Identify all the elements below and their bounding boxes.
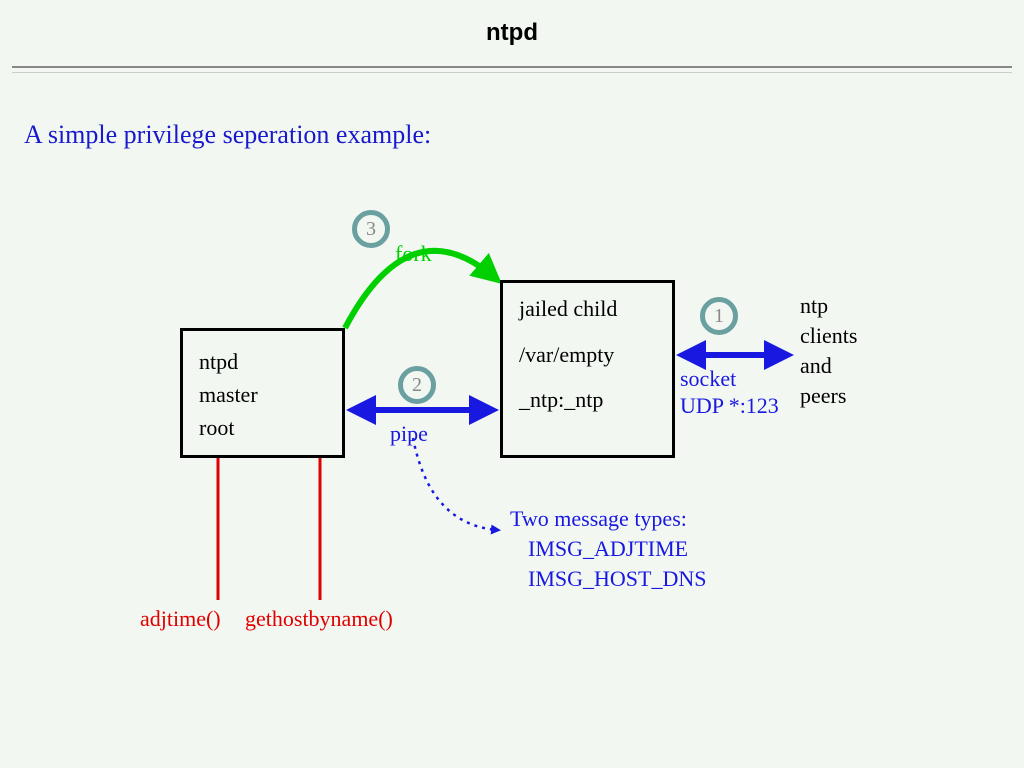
diagram: ntpd master root jailed child /var/empty… bbox=[0, 180, 1024, 680]
child-line1: jailed child bbox=[519, 295, 656, 323]
child-line2: /var/empty bbox=[519, 341, 656, 369]
badge-3: 3 bbox=[352, 210, 390, 248]
fork-label: fork bbox=[395, 240, 432, 269]
child-box: jailed child /var/empty _ntp:_ntp bbox=[500, 280, 675, 458]
msg-1: IMSG_ADJTIME bbox=[528, 535, 688, 564]
page-title: ntpd bbox=[486, 19, 538, 47]
peers-label-4: peers bbox=[800, 382, 846, 411]
master-line1: ntpd bbox=[199, 345, 326, 378]
peers-label-1: ntp bbox=[800, 292, 828, 321]
gethost-label: gethostbyname() bbox=[245, 605, 393, 634]
badge-2: 2 bbox=[398, 366, 436, 404]
master-box: ntpd master root bbox=[180, 328, 345, 458]
child-line3: _ntp:_ntp bbox=[519, 386, 656, 414]
socket-label-2: UDP *:123 bbox=[680, 392, 779, 421]
badge-1: 1 bbox=[700, 297, 738, 335]
peers-label-3: and bbox=[800, 352, 832, 381]
slide: ntpd A simple privilege seperation examp… bbox=[0, 0, 1024, 768]
socket-label-1: socket bbox=[680, 365, 736, 394]
peers-label-2: clients bbox=[800, 322, 857, 351]
msg-title: Two message types: bbox=[510, 505, 687, 534]
msg-2: IMSG_HOST_DNS bbox=[528, 565, 706, 594]
pipe-label: pipe bbox=[390, 420, 428, 449]
title-bar: ntpd bbox=[0, 0, 1024, 66]
adjtime-label: adjtime() bbox=[140, 605, 221, 634]
subtitle: A simple privilege seperation example: bbox=[24, 120, 431, 150]
master-line3: root bbox=[199, 411, 326, 444]
horizontal-rule bbox=[12, 66, 1012, 73]
msg-dotted-arrow bbox=[413, 438, 498, 530]
master-line2: master bbox=[199, 378, 326, 411]
